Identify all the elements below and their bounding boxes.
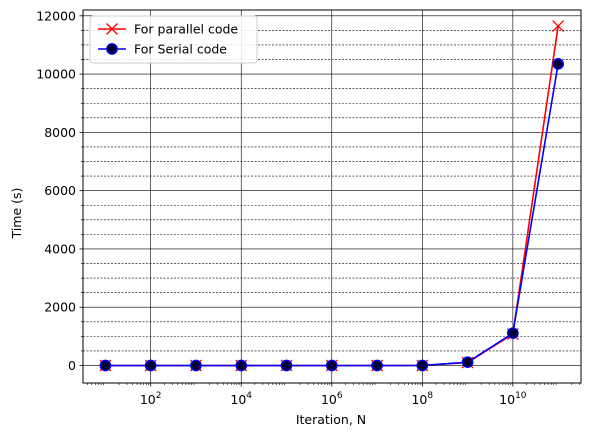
y-tick-label: 6000: [44, 183, 76, 198]
x-tick-label: 104: [230, 391, 252, 407]
x-axis-label: Iteration, N: [296, 412, 366, 427]
serial-point: [280, 359, 293, 372]
x-marker-stroke: [552, 20, 565, 32]
y-tick-label: 8000: [44, 125, 76, 140]
x-tick-label: 1010: [499, 391, 527, 407]
legend-label: For Serial code: [134, 42, 227, 57]
x-tick-label: 102: [140, 391, 162, 407]
serial-point: [461, 356, 474, 369]
series: [99, 20, 565, 372]
legend-marker: [106, 43, 118, 55]
legend-label: For parallel code: [134, 22, 238, 37]
y-tick-label: 4000: [44, 241, 76, 256]
serial-point: [99, 359, 112, 372]
y-tick-label: 0: [68, 358, 76, 373]
legend: For parallel code For Serial code: [89, 15, 258, 64]
grid: [83, 10, 581, 383]
y-tick-label: 10000: [36, 67, 76, 82]
legend-marker: [106, 23, 118, 35]
x-tick-label: 106: [321, 391, 343, 407]
serial-point: [507, 327, 519, 340]
y-axis-label: Time (s): [9, 188, 24, 240]
x-tick-label: 108: [411, 391, 433, 407]
serial-point: [325, 359, 338, 372]
serial-point: [190, 359, 202, 372]
x-marker-stroke: [106, 23, 118, 35]
serial-point: [552, 58, 564, 70]
serial-point: [235, 359, 248, 372]
parallel-point: [552, 20, 565, 32]
serial-point: [416, 359, 429, 372]
axes: 102 104 106 108 1010 0 2000 4000 6000 8000 10000 12…: [36, 8, 582, 407]
serial-point: [371, 359, 383, 372]
legend-box: [89, 15, 258, 64]
y-tick-label: 2000: [44, 300, 76, 315]
y-tick-label: 12000: [36, 8, 76, 23]
serial-point: [144, 359, 157, 372]
